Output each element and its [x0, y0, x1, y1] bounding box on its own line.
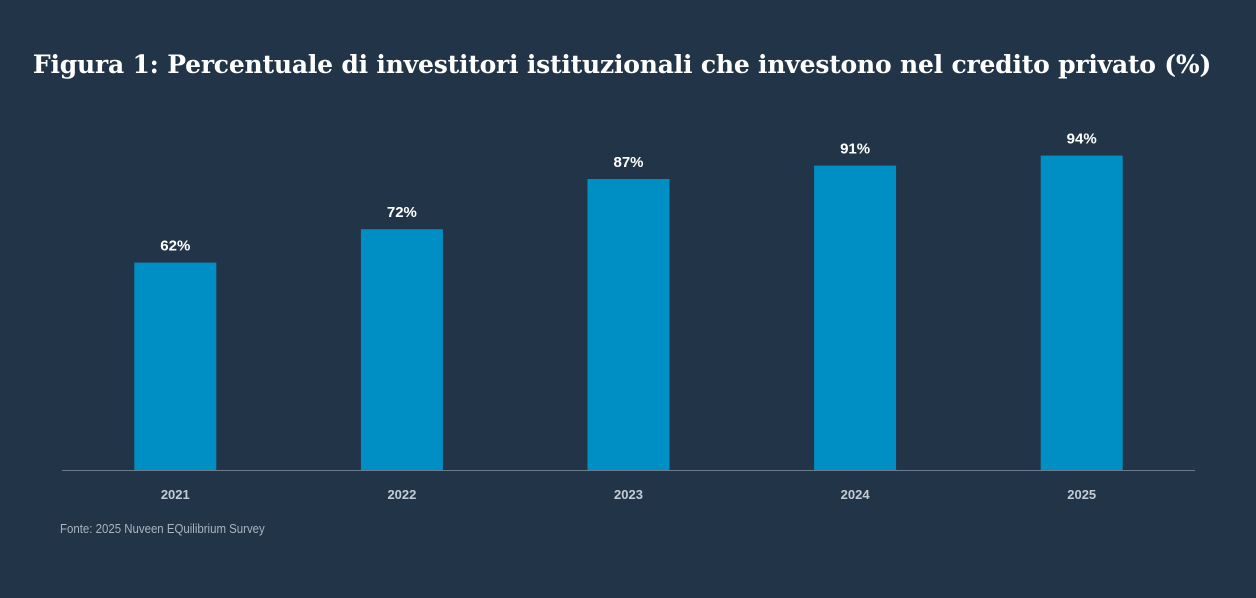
x-tick-labels-layer: 2021 2022 2023 2024 2025 [161, 487, 1096, 502]
chart-title: Figura 1: Percentuale di investitori ist… [32, 50, 1212, 79]
data-labels-layer: 62% 72% 87% 91% 94% [160, 131, 1096, 255]
bar-2022 [360, 229, 443, 470]
x-tick-label-2022: 2022 [387, 487, 416, 502]
data-label-2025: 94% [1067, 131, 1097, 148]
bar-2025 [1040, 155, 1123, 470]
data-label-2021: 62% [160, 238, 190, 255]
x-tick-label-2021: 2021 [161, 487, 190, 502]
data-label-2023: 87% [613, 154, 643, 171]
bar-2021 [134, 262, 217, 470]
x-tick-label-2024: 2024 [841, 487, 871, 502]
bar-2024 [814, 165, 897, 470]
source-note: Fonte: 2025 Nuveen EQuilibrium Survey [60, 521, 265, 536]
x-tick-label-2025: 2025 [1067, 487, 1096, 502]
bar-2023 [587, 179, 670, 470]
data-label-2024: 91% [840, 141, 870, 158]
x-tick-label-2023: 2023 [614, 487, 643, 502]
bars-layer [134, 155, 1123, 470]
data-label-2022: 72% [387, 204, 417, 221]
